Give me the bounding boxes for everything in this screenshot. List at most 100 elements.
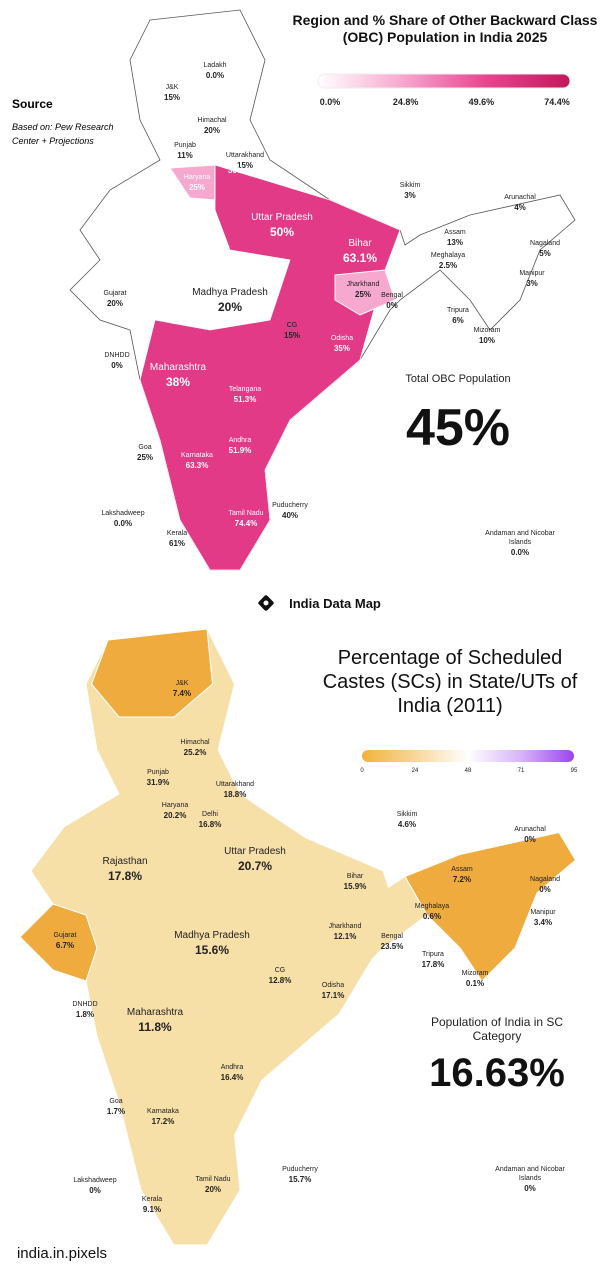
region-label: Himachal 20% — [197, 117, 226, 136]
region-name: Madhya Pradesh — [174, 930, 250, 941]
region-value: 15% — [283, 330, 301, 340]
region-label: Mizoram 10% — [474, 327, 501, 346]
region-value: 11.8% — [138, 1019, 172, 1034]
region-value: 10% — [478, 335, 495, 345]
obc-map — [69, 9, 576, 571]
region-name: Sikkim — [396, 811, 418, 818]
region-label: Maharashtra 38% — [150, 362, 206, 390]
region-value: 15.6% — [194, 942, 230, 957]
region-name: J&K — [165, 84, 179, 91]
region-name: Bengal — [381, 933, 403, 940]
region-name: Bengal — [381, 292, 403, 299]
region-name: Himachal — [197, 117, 227, 124]
total-label: Total OBC Population — [405, 373, 511, 385]
region-label: Nagaland 5% — [530, 240, 560, 259]
region-value: 0% — [89, 1185, 101, 1195]
region-label: Puducherry 15.7% — [282, 1166, 318, 1185]
region-name: Kerala — [141, 1196, 163, 1203]
region-name: Uttar Pradesh — [251, 212, 313, 223]
region-name: Uttarakhand — [225, 152, 265, 159]
region-value: 11% — [177, 150, 193, 160]
region-name: Tripura — [447, 307, 469, 314]
northeast-region — [404, 831, 577, 982]
region-label: Madhya Pradesh 15.6% — [174, 930, 250, 958]
region-value: 15.9% — [343, 881, 367, 891]
region-value: 17.8% — [421, 959, 445, 969]
region-name: Uttar Pradesh — [224, 846, 286, 857]
region-value: 51.9% — [228, 445, 252, 455]
region-value: 17.8% — [107, 868, 143, 883]
region-name: Puducherry — [282, 1166, 318, 1173]
region-value: 51.3% — [233, 394, 257, 404]
region-value: 0.0% — [205, 70, 225, 80]
region-name: Kerala — [166, 530, 188, 537]
region-label: Delhi 16.8% — [199, 811, 222, 830]
region-name: Punjab — [147, 769, 169, 776]
region-name: J&K — [175, 680, 189, 687]
region-label: Uttarakhand 15% — [226, 152, 264, 171]
region-label: CG 15% — [284, 322, 300, 341]
region-name: Sikkim — [399, 182, 421, 189]
region-name: Andaman and Nicobar Islands — [485, 530, 555, 546]
region-name: Andaman and Nicobar Islands — [495, 1166, 565, 1182]
region-value: 1.8% — [75, 1009, 95, 1019]
region-label: Andhra 51.9% — [229, 437, 252, 456]
region-label: Kerala 9.1% — [142, 1196, 162, 1215]
region-value: 16.8% — [198, 819, 222, 829]
region-value: 4.6% — [397, 819, 417, 829]
total-value: 16.63% — [429, 1051, 565, 1095]
region-name: Lakshadweep — [73, 1177, 117, 1184]
region-name: Tamil Nadu — [195, 1176, 231, 1183]
region-value: 20% — [106, 298, 123, 308]
region-value: 17.1% — [321, 990, 345, 1000]
region-value: 0% — [539, 884, 551, 894]
region-name: Odisha — [330, 335, 354, 342]
region-value: 63.3% — [185, 460, 209, 470]
region-name: Odisha — [321, 982, 345, 989]
region-label: Uttar Pradesh 50% — [251, 212, 313, 240]
region-name: Puducherry — [272, 502, 308, 509]
region-value: 3% — [404, 190, 416, 200]
region-value: 0.0% — [113, 518, 133, 528]
legend-tick-label: 71 — [517, 768, 525, 774]
region-label: Lakshadweep 0.0% — [101, 510, 144, 529]
region-label: Nagaland 0% — [530, 876, 560, 895]
footer-icon — [258, 595, 274, 611]
region-name: Goa — [138, 444, 152, 451]
region-label: Punjab 31.9% — [147, 769, 170, 788]
region-name: Maharashtra — [126, 1007, 184, 1018]
region-label: Tripura 6% — [447, 307, 469, 326]
region-value: 0% — [111, 360, 123, 370]
region-label: Sikkim 3% — [400, 182, 421, 201]
region-label: Tamil Nadu 74.4% — [228, 510, 263, 529]
region-label: DNHDD 0% — [104, 352, 129, 371]
region-label: Kerala 61% — [167, 530, 187, 549]
region-label: Karnataka 63.3% — [181, 452, 213, 471]
region-value: 40% — [281, 510, 299, 520]
region-name: Karnataka — [181, 452, 213, 459]
region-label: CG 12.8% — [269, 967, 292, 986]
region-label: Arunachal 4% — [504, 194, 536, 213]
jk-region — [90, 628, 214, 718]
region-value: 4% — [514, 202, 526, 212]
region-value: 35% — [333, 343, 350, 353]
region-name: Rajasthan — [102, 856, 148, 867]
region-name: Goa — [109, 1098, 123, 1105]
region-value: 6.7% — [55, 940, 75, 950]
source-text: Based on: Pew Research Center + Projecti… — [12, 122, 114, 146]
region-name: Assam — [444, 229, 466, 236]
region-name: Uttarakhand — [215, 781, 255, 788]
region-label: Goa 1.7% — [107, 1098, 125, 1117]
region-name: Jharkhand — [346, 281, 380, 288]
region-name: Karnataka — [147, 1108, 179, 1115]
region-label: Ladakh 0.0% — [204, 62, 227, 81]
region-value: 20.7% — [237, 858, 273, 873]
region-name: Himachal — [180, 739, 210, 746]
region-value: 0% — [386, 300, 398, 310]
region-name: Maharashtra — [149, 362, 207, 373]
region-name: Bihar — [348, 238, 372, 249]
jharkhand-region — [334, 269, 396, 316]
region-value: 31.9% — [146, 777, 170, 787]
region-value: 61% — [168, 538, 186, 548]
